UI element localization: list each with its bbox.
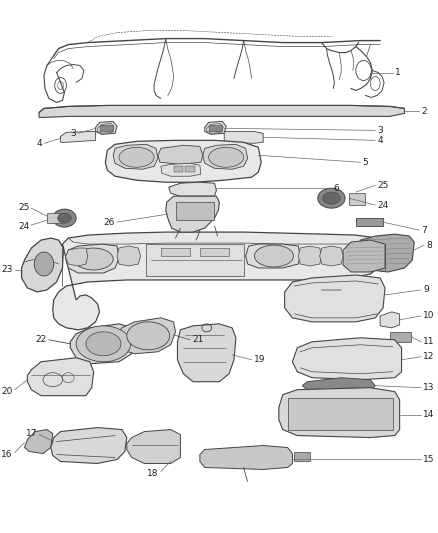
- Polygon shape: [65, 244, 119, 273]
- Polygon shape: [117, 246, 141, 266]
- Polygon shape: [70, 324, 134, 364]
- Text: 6: 6: [333, 184, 339, 193]
- Polygon shape: [25, 430, 53, 454]
- Text: 11: 11: [423, 337, 434, 346]
- Ellipse shape: [53, 209, 76, 227]
- Ellipse shape: [254, 245, 293, 267]
- Polygon shape: [98, 123, 114, 133]
- Ellipse shape: [323, 192, 340, 204]
- Text: 18: 18: [148, 469, 159, 478]
- Text: 3: 3: [377, 126, 383, 135]
- Polygon shape: [169, 182, 216, 196]
- Bar: [200, 248, 229, 256]
- Polygon shape: [95, 122, 117, 134]
- Polygon shape: [320, 246, 343, 266]
- Polygon shape: [200, 446, 293, 470]
- Bar: [146, 244, 244, 276]
- Text: 4: 4: [36, 139, 42, 148]
- Bar: [176, 202, 215, 220]
- Polygon shape: [51, 427, 127, 464]
- Ellipse shape: [318, 188, 345, 208]
- Text: 15: 15: [423, 455, 434, 464]
- Bar: [173, 166, 184, 172]
- Ellipse shape: [34, 252, 54, 276]
- Text: 20: 20: [1, 387, 13, 396]
- Text: 16: 16: [1, 450, 13, 459]
- Ellipse shape: [208, 147, 244, 167]
- Ellipse shape: [58, 213, 71, 223]
- Polygon shape: [60, 131, 95, 142]
- Bar: [294, 451, 310, 462]
- Text: 26: 26: [104, 217, 115, 227]
- Bar: [161, 248, 190, 256]
- Polygon shape: [106, 140, 261, 182]
- Text: 25: 25: [18, 203, 29, 212]
- Text: 14: 14: [423, 410, 434, 419]
- Polygon shape: [21, 238, 64, 292]
- Text: 22: 22: [35, 335, 47, 344]
- Polygon shape: [65, 248, 88, 266]
- Text: 17: 17: [26, 429, 37, 438]
- Bar: [349, 193, 364, 205]
- Bar: [47, 213, 60, 223]
- Polygon shape: [158, 146, 203, 164]
- Ellipse shape: [86, 332, 121, 356]
- Bar: [356, 218, 383, 226]
- Polygon shape: [302, 378, 375, 392]
- Polygon shape: [205, 122, 226, 134]
- Polygon shape: [127, 430, 180, 464]
- Text: 1: 1: [395, 68, 400, 77]
- Polygon shape: [285, 275, 385, 322]
- Ellipse shape: [127, 322, 170, 350]
- Bar: [390, 332, 411, 342]
- Polygon shape: [117, 318, 176, 354]
- Text: 8: 8: [426, 240, 432, 249]
- Text: 24: 24: [18, 222, 29, 231]
- Ellipse shape: [74, 248, 113, 270]
- Polygon shape: [166, 196, 219, 232]
- Text: 7: 7: [421, 225, 427, 235]
- Polygon shape: [39, 106, 405, 117]
- Polygon shape: [113, 144, 158, 169]
- Text: 13: 13: [423, 383, 434, 392]
- Text: 23: 23: [1, 265, 13, 274]
- Polygon shape: [279, 387, 399, 438]
- Polygon shape: [224, 131, 263, 143]
- Polygon shape: [28, 358, 94, 395]
- Text: 3: 3: [71, 129, 76, 138]
- Text: 5: 5: [363, 158, 368, 167]
- Text: 12: 12: [423, 352, 434, 361]
- Bar: [288, 398, 393, 430]
- Bar: [208, 125, 223, 131]
- Text: 25: 25: [377, 181, 389, 190]
- Text: 24: 24: [377, 200, 389, 209]
- Text: 2: 2: [421, 107, 427, 116]
- Polygon shape: [293, 338, 402, 379]
- Text: 10: 10: [423, 311, 434, 320]
- Polygon shape: [298, 246, 321, 266]
- Ellipse shape: [119, 147, 154, 167]
- Polygon shape: [246, 244, 300, 268]
- Text: 9: 9: [423, 286, 429, 294]
- Polygon shape: [356, 234, 414, 272]
- Polygon shape: [380, 312, 399, 328]
- Polygon shape: [207, 123, 223, 133]
- Polygon shape: [53, 232, 385, 330]
- Polygon shape: [161, 163, 201, 176]
- Polygon shape: [177, 324, 236, 382]
- Ellipse shape: [76, 326, 131, 362]
- Text: 21: 21: [192, 335, 204, 344]
- Polygon shape: [343, 240, 385, 272]
- Polygon shape: [203, 144, 247, 169]
- Bar: [185, 166, 195, 172]
- Bar: [99, 125, 113, 131]
- Text: 19: 19: [254, 356, 265, 364]
- Text: 4: 4: [377, 136, 383, 145]
